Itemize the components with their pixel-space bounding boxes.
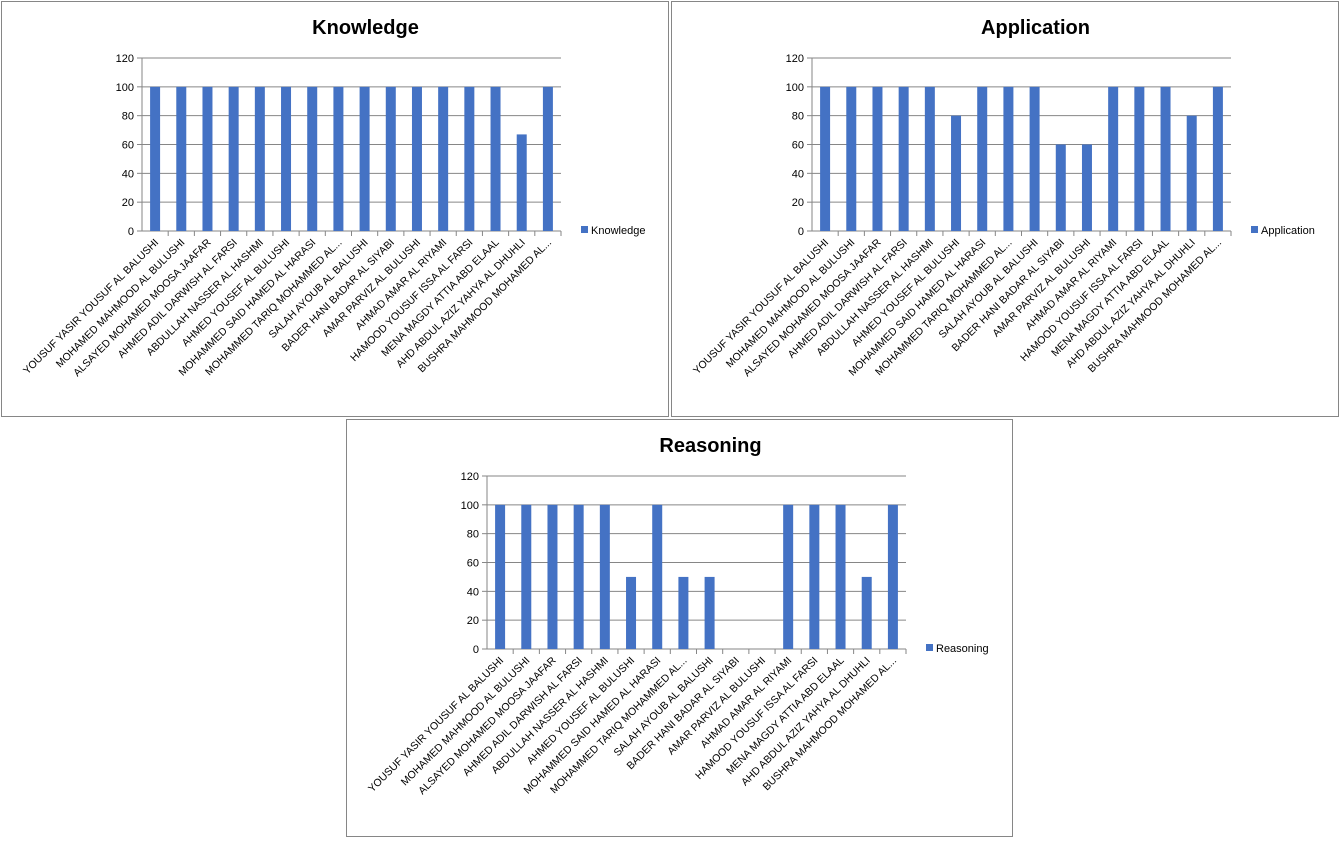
bar (898, 86, 909, 231)
y-tick-label: 40 (122, 168, 134, 180)
bar (521, 504, 532, 649)
y-tick-label: 80 (467, 529, 479, 541)
bar (704, 576, 715, 649)
bar (1003, 86, 1014, 231)
bar (307, 86, 318, 231)
bar (385, 86, 396, 231)
y-tick-label: 60 (467, 558, 479, 570)
y-tick-label: 80 (122, 111, 134, 123)
legend-label: Application (1261, 225, 1315, 237)
bar (861, 576, 872, 649)
y-tick-label: 100 (116, 82, 134, 94)
bar (150, 86, 161, 231)
bar (438, 86, 449, 231)
y-tick-label: 120 (461, 471, 479, 483)
bar (359, 86, 370, 231)
bar (1186, 115, 1197, 231)
y-tick-label: 20 (122, 197, 134, 209)
bar (1212, 86, 1223, 231)
y-tick-label: 60 (122, 140, 134, 152)
bar (202, 86, 213, 231)
legend-swatch (1251, 226, 1258, 233)
y-tick-label: 20 (792, 197, 804, 209)
y-tick-label: 120 (116, 53, 134, 65)
y-tick-label: 40 (467, 586, 479, 598)
bar (977, 86, 988, 231)
y-tick-label: 0 (128, 226, 134, 238)
bar (516, 134, 527, 231)
bar (652, 504, 663, 649)
bar (846, 86, 857, 231)
y-tick-label: 20 (467, 615, 479, 627)
bar (1108, 86, 1119, 231)
bar (228, 86, 239, 231)
y-tick-label: 80 (792, 111, 804, 123)
bar (599, 504, 610, 649)
knowledge-chart: Knowledge 0 20 40 60 80 100 120 YOUSUF YASIR YOU… (1, 1, 669, 417)
bar (411, 86, 422, 231)
y-tick-label: 120 (786, 53, 804, 65)
bar (887, 504, 898, 649)
bar (809, 504, 820, 649)
bar (495, 504, 506, 649)
bar (1134, 86, 1145, 231)
chart-title: Knowledge (312, 17, 419, 39)
bar (254, 86, 265, 231)
application-chart: Application 0 20 40 60 80 100 120 YOUSUF YASIR Y… (671, 1, 1339, 417)
chart-title: Reasoning (659, 435, 761, 457)
y-tick-label: 100 (786, 82, 804, 94)
y-tick-label: 0 (798, 226, 804, 238)
bar (820, 86, 831, 231)
bar (783, 504, 794, 649)
bar (835, 504, 846, 649)
chart-title: Application (981, 17, 1090, 39)
bar (176, 86, 187, 231)
y-tick-label: 100 (461, 500, 479, 512)
y-tick-label: 60 (792, 140, 804, 152)
y-tick-label: 0 (473, 644, 479, 656)
bar (1081, 144, 1092, 231)
bar (872, 86, 883, 231)
bar (573, 504, 584, 649)
y-tick-label: 40 (792, 168, 804, 180)
bar (951, 115, 962, 231)
bar (547, 504, 558, 649)
bar (626, 576, 637, 649)
bar (678, 576, 689, 649)
bar (1029, 86, 1040, 231)
bar (464, 86, 475, 231)
legend-swatch (926, 644, 933, 651)
bar (490, 86, 501, 231)
reasoning-chart: Reasoning 0 20 40 60 80 100 120 YOUSUF YASIR YOU… (346, 419, 1013, 837)
bar (924, 86, 935, 231)
legend-label: Reasoning (936, 643, 989, 655)
bar (1160, 86, 1171, 231)
bar (333, 86, 344, 231)
bar (542, 86, 553, 231)
legend-swatch (581, 226, 588, 233)
legend-label: Knowledge (591, 225, 645, 237)
bar (1055, 144, 1066, 231)
bar (281, 86, 292, 231)
